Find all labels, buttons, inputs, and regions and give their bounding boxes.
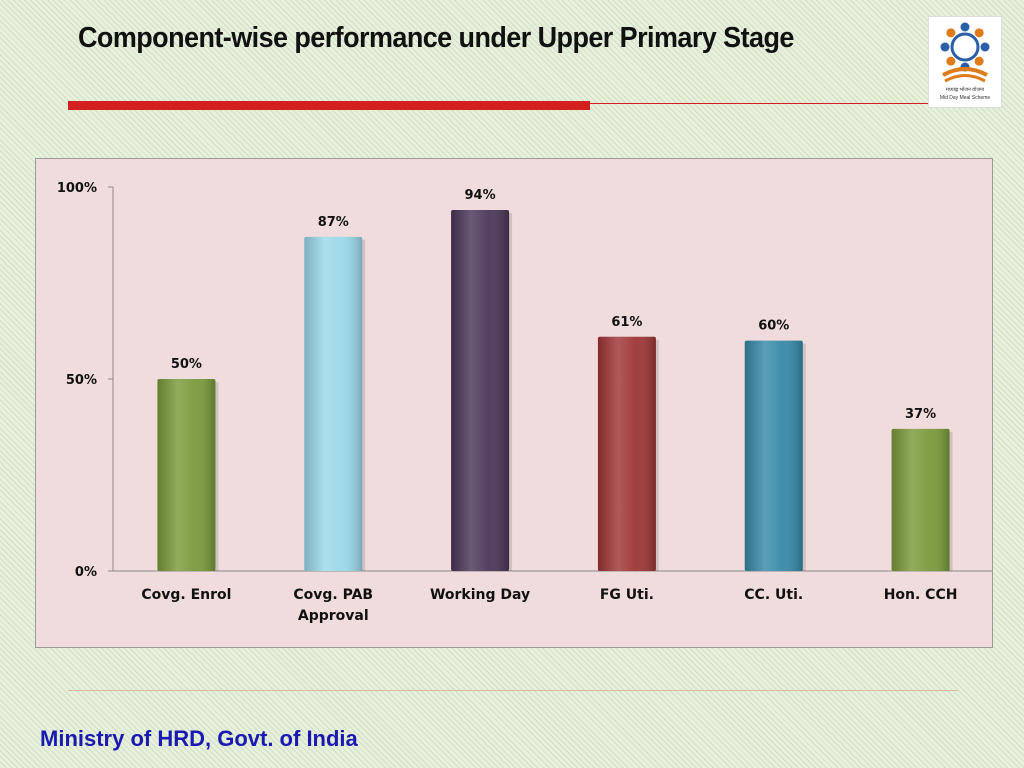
logo-figure-dot [946,56,956,66]
logo-emblem-icon [940,22,990,83]
chart-panel: 0% 50% 100% 50% 87% 94% 61% 60% 37% Covg. Enrol… [35,158,994,648]
x-tick-label: Covg. Enrol [141,587,231,603]
bar-highlight [157,379,216,571]
data-label: 61% [611,315,642,330]
logo-caption-hindi: मध्याह्न भोजन योजना [945,87,985,93]
logo-caption-english: Mid Day Meal Scheme [939,95,991,101]
y-tick-label: 50% [66,373,97,388]
bar-highlight [597,336,656,571]
x-tick-label: Working Day [430,587,530,603]
title-underline-thick [68,101,590,110]
bar-highlight [744,340,803,571]
data-label: 37% [905,407,936,422]
logo-figure-dot [960,22,970,32]
x-tick-label: Hon. CCH [884,587,958,603]
bar-highlight [891,428,950,571]
data-label: 60% [758,319,789,334]
mid-day-meal-logo: मध्याह्न भोजन योजना Mid Day Meal Scheme [928,16,1002,108]
logo-figure-dot [940,42,950,52]
footer-divider [68,690,958,691]
bar-highlight [451,210,510,571]
data-label: 87% [318,215,349,230]
y-tick-label: 100% [57,181,97,196]
footer-text: Ministry of HRD, Govt. of India [40,726,358,751]
title-underline-thin [590,103,930,104]
data-label: 50% [171,357,202,372]
x-tick-label: CC. Uti. [744,587,803,603]
x-tick-label: Approval [298,608,369,624]
x-tick-label: Covg. PAB [293,587,373,603]
y-tick-label: 0% [75,565,97,580]
logo-figure-dot [980,42,990,52]
data-label: 94% [465,188,496,203]
bar-chart: 0% 50% 100% 50% 87% 94% 61% 60% 37% Covg. Enrol… [57,181,994,624]
logo-figure-dot [946,28,956,38]
logo-figure-dot [974,28,984,38]
logo-ring-circle [950,32,980,62]
x-tick-label: FG Uti. [600,587,654,603]
bar-highlight [304,236,363,572]
logo-figure-dot [974,56,984,66]
slide-title: Component-wise performance under Upper P… [78,22,794,54]
